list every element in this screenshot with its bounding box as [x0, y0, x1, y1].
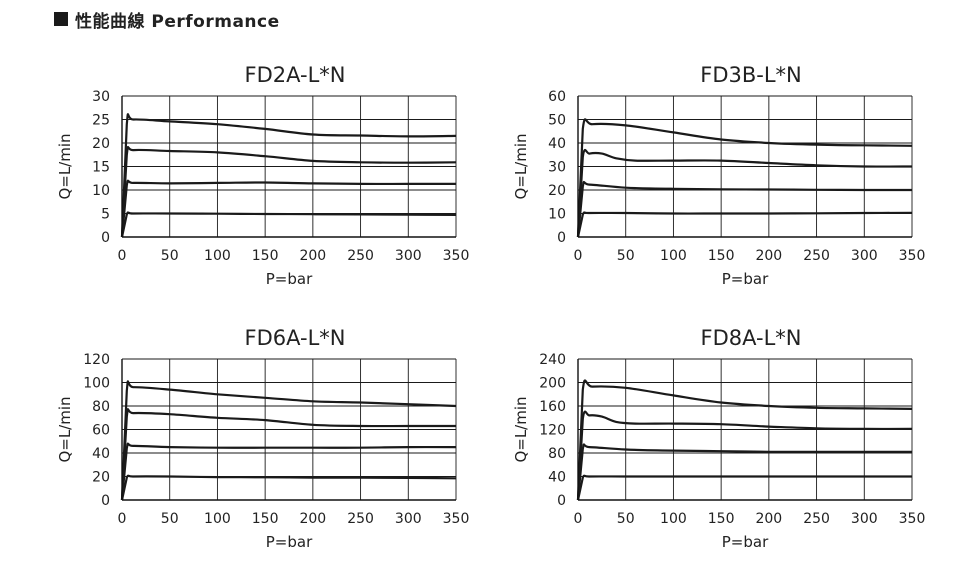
series-line-2 [576, 148, 913, 238]
x-tick-label: 150 [252, 511, 279, 527]
y-tick-label: 0 [557, 493, 566, 509]
y-tick-label: 60 [92, 423, 110, 439]
series-line-2 [120, 145, 457, 238]
y-tick-label: 200 [539, 376, 566, 392]
series-line-4 [120, 211, 457, 238]
y-tick-label: 100 [83, 376, 110, 392]
x-tick-label: 250 [347, 248, 374, 264]
y-tick-label: 10 [548, 207, 566, 223]
x-tick-label: 350 [443, 248, 470, 264]
y-tick-label: 40 [92, 446, 110, 462]
x-axis-label: P=bar [266, 533, 313, 551]
x-tick-label: 150 [708, 248, 735, 264]
x-tick-label: 100 [204, 248, 231, 264]
x-tick-label: 200 [755, 511, 782, 527]
x-tick-label: 300 [395, 248, 422, 264]
series-line-4 [576, 211, 913, 238]
series-line-1 [120, 380, 457, 501]
x-tick-label: 0 [574, 511, 583, 527]
y-tick-label: 10 [92, 183, 110, 199]
x-tick-label: 100 [660, 248, 687, 264]
series-line-3 [120, 442, 457, 501]
chart-3: FD6A-L*N 0 50 100 150 200 250 300 350 0 20 40 60 80 10… [56, 326, 469, 551]
section-title: 性能曲線 Performance [75, 11, 280, 32]
y-tick-label: 0 [101, 230, 110, 246]
chart-title: FD3B-L*N [700, 63, 802, 87]
x-tick-label: 0 [118, 511, 127, 527]
chart-title: FD6A-L*N [244, 326, 345, 350]
y-tick-label: 160 [539, 399, 566, 415]
x-tick-label: 200 [755, 248, 782, 264]
y-tick-label: 120 [539, 423, 566, 439]
y-tick-label: 20 [548, 183, 566, 199]
series-line-1 [576, 118, 913, 238]
y-axis-label: Q=L/min [512, 396, 530, 462]
y-tick-label: 80 [548, 446, 566, 462]
x-tick-label: 100 [660, 511, 687, 527]
x-axis-label: P=bar [722, 533, 769, 551]
x-tick-label: 300 [395, 511, 422, 527]
y-axis-label: Q=L/min [512, 133, 530, 199]
x-tick-label: 350 [899, 511, 926, 527]
series-line-3 [576, 443, 913, 501]
black-square-icon [54, 12, 68, 26]
y-tick-label: 60 [548, 89, 566, 105]
y-tick-label: 30 [92, 89, 110, 105]
series-line-4 [120, 474, 457, 501]
x-tick-label: 150 [708, 511, 735, 527]
x-tick-label: 0 [118, 248, 127, 264]
chart-title: FD2A-L*N [244, 63, 345, 87]
x-tick-label: 350 [899, 248, 926, 264]
y-axis-label: Q=L/min [56, 133, 74, 199]
x-tick-label: 150 [252, 248, 279, 264]
x-axis-label: P=bar [722, 270, 769, 288]
series-line-4 [576, 474, 912, 501]
y-tick-label: 80 [92, 399, 110, 415]
x-tick-label: 200 [299, 511, 326, 527]
x-tick-label: 250 [347, 511, 374, 527]
y-tick-label: 0 [101, 493, 110, 509]
x-tick-label: 250 [803, 248, 830, 264]
chart-1: FD2A-L*N 0 50 100 150 200 250 300 350 0 5 10 15 20 25 3… [56, 63, 469, 288]
y-tick-label: 40 [548, 136, 566, 152]
x-tick-label: 250 [803, 511, 830, 527]
x-tick-label: 300 [851, 511, 878, 527]
y-tick-label: 15 [92, 160, 110, 176]
x-tick-label: 50 [161, 511, 179, 527]
y-tick-label: 5 [101, 207, 110, 223]
section-header: 性能曲線 Performance [54, 6, 280, 32]
chart-2: FD3B-L*N 0 50 100 150 200 250 300 350 0 10 20 30 40 50… [512, 63, 925, 288]
x-tick-label: 300 [851, 248, 878, 264]
y-tick-label: 50 [548, 113, 566, 129]
y-tick-label: 40 [548, 470, 566, 486]
series-line-2 [120, 408, 456, 501]
y-tick-label: 0 [557, 230, 566, 246]
y-axis-label: Q=L/min [56, 396, 74, 462]
x-tick-label: 100 [204, 511, 231, 527]
y-tick-label: 120 [83, 352, 110, 368]
series-line-1 [120, 113, 457, 238]
y-tick-label: 20 [92, 136, 110, 152]
series-line-2 [576, 410, 913, 501]
x-tick-label: 200 [299, 248, 326, 264]
y-tick-label: 25 [92, 113, 110, 129]
y-tick-label: 240 [539, 352, 566, 368]
y-tick-label: 20 [92, 470, 110, 486]
x-tick-label: 350 [443, 511, 470, 527]
x-axis-label: P=bar [266, 270, 313, 288]
x-tick-label: 50 [161, 248, 179, 264]
series-line-3 [120, 179, 456, 238]
series-line-1 [576, 379, 913, 501]
x-tick-label: 50 [617, 511, 635, 527]
chart-4: FD8A-L*N 0 50 100 150 200 250 300 350 0 40 80 120 160… [512, 326, 925, 551]
y-tick-label: 30 [548, 160, 566, 176]
chart-title: FD8A-L*N [700, 326, 801, 350]
x-tick-label: 0 [574, 248, 583, 264]
series-line-3 [576, 180, 912, 238]
x-tick-label: 50 [617, 248, 635, 264]
